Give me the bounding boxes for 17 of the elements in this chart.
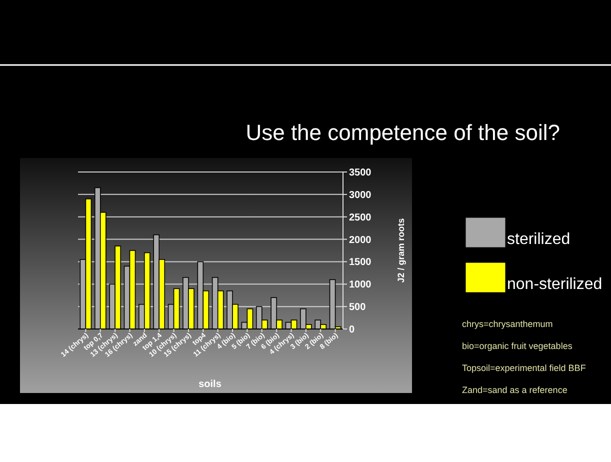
y-tick-label: 500: [349, 302, 366, 314]
y-tick-label: 1500: [349, 257, 372, 268]
text: Topsoil=experimental field BBF: [462, 363, 586, 373]
legend-label: non-sterilized: [507, 276, 602, 293]
text: bio=organic fruit vegetables: [462, 341, 573, 351]
y-tick-label: 2000: [349, 234, 372, 246]
text: Zand=sand as a reference: [462, 385, 568, 395]
y-tick-label: 0: [349, 324, 355, 336]
text: chrys=chrysanthemum: [462, 319, 553, 329]
legend-label: sterilized: [507, 231, 570, 248]
y-tick-label: 1000: [349, 280, 372, 291]
y-tick-label: 3000: [349, 190, 372, 201]
y-axis-title: J2 / gram roots: [396, 218, 406, 283]
y-tick-label: 3500: [349, 168, 372, 178]
text: Use the competence of the soil?: [246, 120, 560, 145]
x-axis-title: soils: [198, 379, 222, 390]
y-tick-label: 2500: [349, 212, 372, 224]
